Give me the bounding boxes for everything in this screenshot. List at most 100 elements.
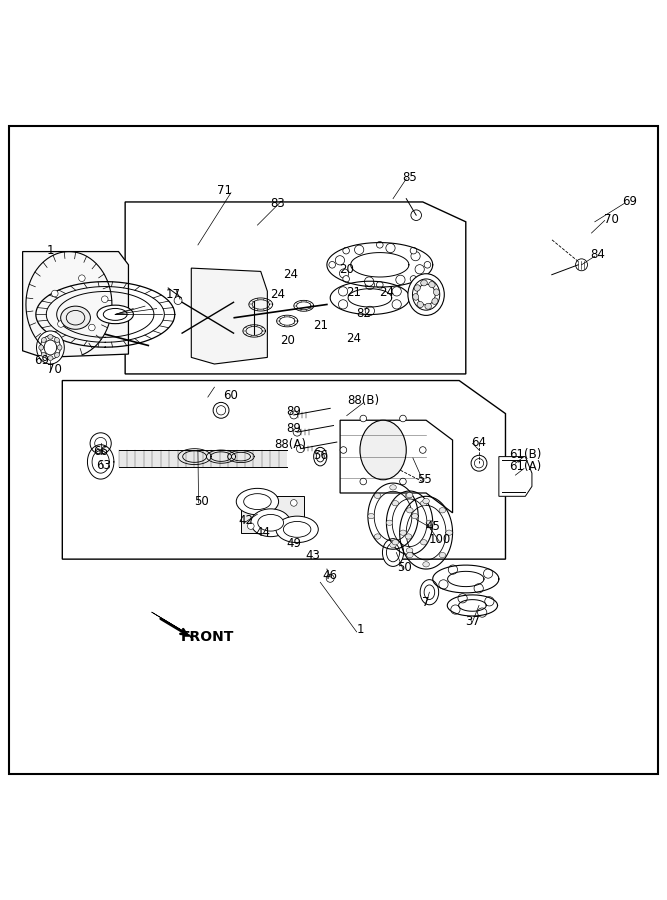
Ellipse shape bbox=[48, 356, 53, 360]
Ellipse shape bbox=[406, 553, 413, 558]
Circle shape bbox=[174, 296, 182, 304]
Ellipse shape bbox=[55, 353, 59, 357]
Ellipse shape bbox=[425, 303, 432, 310]
Text: 45: 45 bbox=[426, 519, 440, 533]
Circle shape bbox=[296, 445, 304, 453]
Ellipse shape bbox=[257, 515, 283, 531]
Circle shape bbox=[364, 277, 374, 286]
Circle shape bbox=[340, 269, 349, 278]
Ellipse shape bbox=[406, 492, 413, 498]
Text: 21: 21 bbox=[313, 320, 327, 332]
Circle shape bbox=[290, 411, 297, 418]
Ellipse shape bbox=[420, 580, 439, 605]
Text: 7: 7 bbox=[422, 596, 430, 608]
Circle shape bbox=[400, 415, 406, 422]
Circle shape bbox=[360, 415, 367, 422]
Circle shape bbox=[474, 459, 484, 468]
Polygon shape bbox=[340, 420, 453, 513]
Text: 63: 63 bbox=[96, 459, 111, 472]
Ellipse shape bbox=[97, 305, 133, 324]
Text: 69: 69 bbox=[622, 195, 638, 209]
Circle shape bbox=[410, 275, 417, 283]
Text: 17: 17 bbox=[166, 288, 181, 302]
Text: 88(B): 88(B) bbox=[348, 394, 380, 407]
Text: 61(B): 61(B) bbox=[509, 448, 542, 461]
Ellipse shape bbox=[368, 514, 374, 518]
Text: 50: 50 bbox=[398, 562, 412, 574]
Ellipse shape bbox=[405, 534, 412, 539]
Ellipse shape bbox=[446, 530, 452, 536]
Polygon shape bbox=[191, 268, 267, 364]
Circle shape bbox=[376, 241, 383, 248]
Text: 70: 70 bbox=[604, 213, 619, 226]
Text: 24: 24 bbox=[269, 288, 285, 302]
Circle shape bbox=[216, 406, 225, 415]
Circle shape bbox=[247, 523, 254, 529]
Circle shape bbox=[343, 275, 350, 283]
Ellipse shape bbox=[41, 336, 61, 359]
Polygon shape bbox=[499, 456, 532, 496]
Circle shape bbox=[474, 584, 484, 593]
Circle shape bbox=[57, 320, 64, 328]
Circle shape bbox=[396, 275, 405, 284]
Text: 49: 49 bbox=[286, 537, 301, 551]
Text: 71: 71 bbox=[217, 184, 232, 197]
Text: 1: 1 bbox=[47, 244, 54, 256]
Circle shape bbox=[451, 605, 460, 614]
Circle shape bbox=[79, 274, 85, 282]
Circle shape bbox=[329, 262, 336, 268]
Circle shape bbox=[89, 324, 95, 331]
Text: 24: 24 bbox=[346, 332, 361, 346]
Text: 61(A): 61(A) bbox=[509, 460, 542, 473]
Ellipse shape bbox=[423, 562, 430, 567]
Ellipse shape bbox=[374, 493, 381, 499]
Ellipse shape bbox=[392, 540, 399, 544]
Ellipse shape bbox=[420, 540, 427, 544]
Ellipse shape bbox=[37, 331, 64, 364]
Ellipse shape bbox=[417, 302, 424, 308]
Circle shape bbox=[471, 455, 487, 472]
Circle shape bbox=[415, 265, 424, 274]
Circle shape bbox=[366, 280, 374, 290]
Ellipse shape bbox=[103, 309, 127, 320]
Ellipse shape bbox=[390, 485, 396, 490]
Polygon shape bbox=[241, 496, 303, 533]
Ellipse shape bbox=[413, 293, 419, 301]
Ellipse shape bbox=[360, 420, 406, 480]
Circle shape bbox=[376, 282, 383, 288]
Ellipse shape bbox=[423, 499, 430, 504]
Ellipse shape bbox=[412, 514, 418, 518]
Ellipse shape bbox=[429, 282, 435, 288]
Circle shape bbox=[51, 290, 58, 297]
Text: 84: 84 bbox=[591, 248, 606, 261]
Text: 44: 44 bbox=[255, 526, 270, 539]
Ellipse shape bbox=[406, 508, 413, 513]
Circle shape bbox=[420, 446, 426, 454]
Circle shape bbox=[485, 597, 494, 606]
Text: 64: 64 bbox=[472, 436, 486, 448]
Ellipse shape bbox=[426, 520, 433, 526]
Ellipse shape bbox=[66, 310, 85, 325]
Ellipse shape bbox=[408, 274, 444, 315]
Ellipse shape bbox=[414, 284, 420, 292]
Polygon shape bbox=[151, 612, 193, 640]
Ellipse shape bbox=[424, 585, 435, 599]
Text: 1: 1 bbox=[356, 624, 364, 636]
Ellipse shape bbox=[434, 289, 440, 295]
Circle shape bbox=[424, 262, 431, 268]
Circle shape bbox=[213, 402, 229, 418]
Text: 88(A): 88(A) bbox=[275, 438, 307, 451]
Ellipse shape bbox=[421, 280, 428, 286]
Ellipse shape bbox=[439, 553, 446, 558]
Text: 56: 56 bbox=[313, 449, 327, 462]
Ellipse shape bbox=[316, 451, 324, 462]
Circle shape bbox=[90, 433, 111, 454]
Ellipse shape bbox=[313, 447, 327, 466]
Text: 24: 24 bbox=[379, 286, 394, 299]
Ellipse shape bbox=[283, 521, 311, 537]
Text: FRONT: FRONT bbox=[181, 629, 235, 643]
Ellipse shape bbox=[57, 345, 62, 350]
Text: 70: 70 bbox=[47, 363, 62, 376]
Circle shape bbox=[400, 478, 406, 485]
Ellipse shape bbox=[61, 306, 91, 329]
